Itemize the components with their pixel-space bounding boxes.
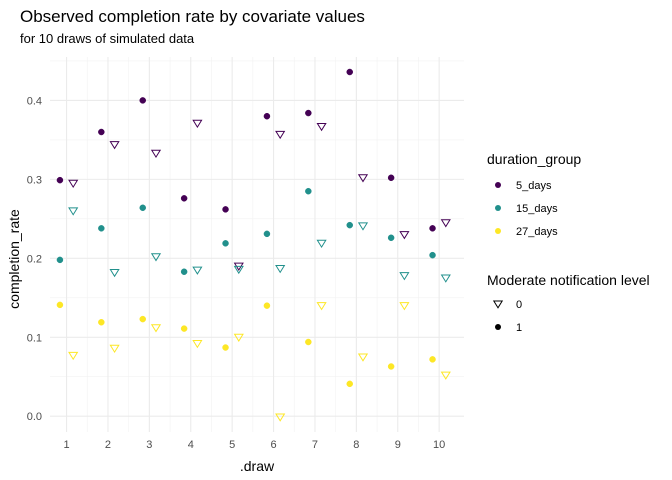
chart-subtitle: for 10 draws of simulated data — [20, 31, 195, 46]
y-tick-label: 0.0 — [27, 411, 42, 423]
chart-title: Observed completion rate by covariate va… — [20, 7, 365, 26]
point-27_days-moderate-0 — [233, 333, 244, 342]
color-legend-label: 27_days — [516, 226, 558, 238]
x-tick-label: 4 — [188, 439, 194, 451]
x-tick-label: 2 — [105, 439, 111, 451]
point-5_days-moderate-0 — [399, 231, 410, 240]
point-27_days-moderate-1 — [387, 363, 395, 370]
point-5_days-moderate-1 — [222, 206, 229, 213]
point-15_days-moderate-0 — [440, 274, 451, 283]
point-15_days-moderate-0 — [399, 272, 410, 281]
point-15_days-moderate-1 — [263, 230, 271, 238]
point-15_days-moderate-1 — [180, 268, 188, 275]
shape-legend-label: 1 — [516, 322, 522, 334]
point-5_days-moderate-0 — [192, 119, 203, 129]
point-5_days-moderate-0 — [440, 219, 451, 228]
point-15_days-moderate-0 — [357, 222, 369, 231]
point-27_days-moderate-0 — [109, 344, 120, 354]
color-legend-key — [495, 205, 501, 211]
point-15_days-moderate-1 — [305, 187, 312, 195]
color-legend-key — [495, 228, 501, 234]
point-27_days-moderate-1 — [305, 338, 312, 346]
y-tick-label: 0.1 — [27, 332, 42, 344]
x-tick-label: 7 — [312, 439, 318, 451]
color-legend-key — [495, 182, 501, 188]
point-27_days-moderate-0 — [399, 302, 410, 311]
point-5_days-moderate-0 — [150, 149, 162, 159]
x-tick-label: 6 — [270, 439, 276, 451]
point-27_days-moderate-1 — [180, 325, 188, 332]
axis-ticks: 0.0 0.1 0.2 0.3 0.4 1 2 3 4 5 6 7 8 9 10 — [27, 95, 446, 451]
point-5_days-moderate-0 — [316, 122, 327, 132]
point-27_days-moderate-0 — [440, 371, 451, 380]
point-5_days-moderate-0 — [68, 179, 79, 189]
point-15_days-moderate-1 — [56, 256, 64, 264]
shape-legend-key — [492, 300, 504, 309]
point-27_days-moderate-1 — [98, 319, 105, 326]
point-5_days-moderate-1 — [139, 97, 146, 104]
x-tick-label: 10 — [433, 439, 445, 451]
point-5_days-moderate-1 — [180, 195, 188, 202]
point-15_days-moderate-0 — [150, 253, 162, 262]
point-5_days-moderate-1 — [387, 174, 395, 182]
point-27_days-moderate-1 — [429, 356, 436, 363]
x-axis-title: .draw — [240, 458, 275, 474]
data-points — [56, 68, 451, 422]
point-15_days-moderate-0 — [192, 266, 203, 275]
point-5_days-moderate-0 — [275, 130, 286, 140]
y-axis-title: completion_rate — [6, 209, 22, 309]
point-15_days-moderate-1 — [98, 225, 105, 232]
x-tick-label: 9 — [395, 439, 401, 451]
point-5_days-moderate-0 — [357, 174, 369, 183]
point-15_days-moderate-1 — [139, 204, 146, 212]
point-27_days-moderate-1 — [263, 302, 271, 309]
point-27_days-moderate-1 — [139, 315, 146, 323]
shape-legend-label: 0 — [516, 299, 522, 311]
point-27_days-moderate-1 — [346, 380, 353, 388]
point-27_days-moderate-0 — [357, 353, 369, 362]
point-15_days-moderate-0 — [68, 207, 79, 216]
shape-legend-title: Moderate notification level — [487, 272, 650, 288]
point-5_days-moderate-1 — [305, 109, 312, 117]
point-5_days-moderate-1 — [98, 128, 105, 136]
point-15_days-moderate-1 — [429, 251, 436, 259]
x-tick-label: 5 — [229, 439, 235, 451]
point-15_days-moderate-1 — [387, 234, 395, 242]
point-5_days-moderate-1 — [346, 68, 353, 76]
point-5_days-moderate-0 — [109, 141, 120, 150]
point-15_days-moderate-0 — [109, 269, 120, 278]
y-tick-label: 0.4 — [27, 95, 42, 107]
color-legend-title: duration_group — [487, 151, 581, 167]
grid-lines — [50, 57, 464, 432]
shape-legend-key — [495, 324, 501, 330]
point-27_days-moderate-0 — [192, 340, 203, 349]
x-tick-label: 3 — [146, 439, 152, 451]
x-tick-label: 8 — [353, 439, 359, 451]
point-15_days-moderate-1 — [346, 221, 353, 229]
color-legend-label: 15_days — [516, 203, 558, 215]
y-tick-label: 0.2 — [27, 253, 42, 265]
point-27_days-moderate-1 — [56, 301, 64, 309]
point-15_days-moderate-0 — [233, 265, 244, 275]
point-27_days-moderate-0 — [275, 413, 286, 422]
point-15_days-moderate-0 — [275, 265, 286, 274]
legend: duration_group 5_days 15_days 27_days Modera… — [487, 151, 650, 334]
color-legend-label: 5_days — [516, 180, 552, 192]
point-27_days-moderate-0 — [150, 324, 162, 333]
point-15_days-moderate-1 — [222, 240, 229, 247]
point-5_days-moderate-1 — [263, 112, 271, 120]
point-27_days-moderate-1 — [222, 344, 229, 351]
point-5_days-moderate-1 — [429, 225, 436, 232]
point-27_days-moderate-0 — [316, 302, 327, 311]
point-15_days-moderate-0 — [316, 239, 327, 249]
point-5_days-moderate-1 — [56, 176, 64, 184]
y-tick-label: 0.3 — [27, 174, 42, 186]
x-tick-label: 1 — [63, 439, 69, 451]
point-27_days-moderate-0 — [68, 351, 79, 361]
